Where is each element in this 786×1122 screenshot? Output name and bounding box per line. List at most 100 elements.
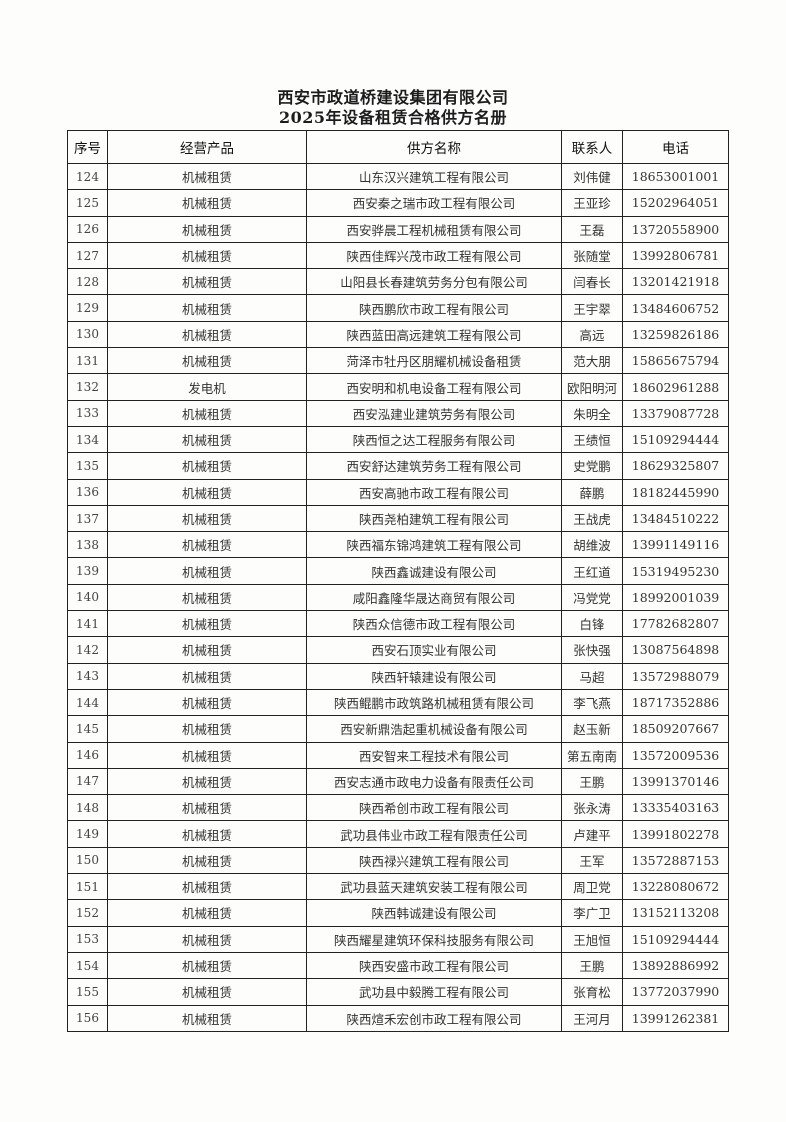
phone: 13991262381 (622, 1004, 729, 1032)
supplier-name: 西安新鼎浩起重机械设备有限公司 (306, 715, 562, 743)
row-index: 151 (67, 873, 108, 901)
table-row: 143 机械租赁 陕西轩辕建设有限公司 马超 13572988079 (67, 662, 729, 690)
contact-person: 薛鹏 (561, 478, 623, 506)
product: 机械租赁 (107, 215, 307, 243)
header-contact: 联系人 (561, 130, 623, 164)
contact-person: 周卫党 (561, 873, 623, 901)
supplier-name: 武功县中毅腾工程有限公司 (306, 978, 562, 1006)
phone: 13259826186 (622, 320, 729, 349)
contact-person: 冯党党 (561, 583, 623, 612)
supplier-name: 西安志通市政电力设备有限责任公司 (306, 767, 562, 796)
table-row: 139 机械租赁 陕西鑫诚建设有限公司 王红道 15319495230 (67, 557, 729, 585)
product: 机械租赁 (107, 531, 307, 559)
phone: 15109294444 (622, 425, 729, 454)
row-index: 138 (67, 531, 108, 559)
product: 机械租赁 (107, 715, 307, 743)
table-row: 130 机械租赁 陕西蓝田高远建筑工程有限公司 高远 13259826186 (67, 320, 729, 349)
supplier-name: 陕西耀星建筑环保科技服务有限公司 (306, 925, 562, 953)
product: 机械租赁 (107, 899, 307, 927)
phone: 13572988079 (622, 662, 729, 690)
table-row: 150 机械租赁 陕西禄兴建筑工程有限公司 王军 13572887153 (67, 846, 729, 875)
row-index: 146 (67, 741, 108, 769)
contact-person: 王旭恒 (561, 925, 623, 953)
product: 机械租赁 (107, 925, 307, 953)
product: 机械租赁 (107, 846, 307, 875)
product: 机械租赁 (107, 951, 307, 980)
row-index: 147 (67, 767, 108, 796)
supplier-name: 西安明和机电设备工程有限公司 (306, 373, 562, 401)
row-index: 128 (67, 268, 108, 296)
row-index: 133 (67, 399, 108, 427)
row-index: 140 (67, 583, 108, 612)
product: 发电机 (107, 373, 307, 401)
contact-person: 王红道 (561, 557, 623, 585)
table-row: 125 机械租赁 西安秦之瑞市政工程有限公司 王亚珍 15202964051 (67, 189, 729, 217)
product: 机械租赁 (107, 741, 307, 769)
product: 机械租赁 (107, 452, 307, 480)
product: 机械租赁 (107, 268, 307, 296)
contact-person: 赵玉新 (561, 715, 623, 743)
table-row: 133 机械租赁 西安泓建业建筑劳务有限公司 朱明全 13379087728 (67, 399, 729, 427)
table-row: 147 机械租赁 西安志通市政电力设备有限责任公司 王鹏 13991370146 (67, 767, 729, 796)
table-row: 152 机械租赁 陕西韩诚建设有限公司 李广卫 13152113208 (67, 899, 729, 927)
product: 机械租赁 (107, 688, 307, 717)
row-index: 145 (67, 715, 108, 743)
supplier-name: 陕西韩诚建设有限公司 (306, 899, 562, 927)
product: 机械租赁 (107, 189, 307, 217)
product: 机械租赁 (107, 425, 307, 454)
row-index: 124 (67, 162, 108, 191)
row-index: 127 (67, 241, 108, 270)
contact-person: 高远 (561, 320, 623, 349)
product: 机械租赁 (107, 241, 307, 270)
contact-person: 张永涛 (561, 794, 623, 822)
header-phone: 电话 (622, 130, 729, 164)
supplier-name: 陕西鹏欣市政工程有限公司 (306, 294, 562, 322)
phone: 17782682807 (622, 610, 729, 638)
product: 机械租赁 (107, 873, 307, 901)
supplier-name: 陕西蓝田高远建筑工程有限公司 (306, 320, 562, 349)
row-index: 153 (67, 925, 108, 953)
row-index: 134 (67, 425, 108, 454)
phone: 13991149116 (622, 531, 729, 559)
phone: 18629325807 (622, 452, 729, 480)
contact-person: 王鹏 (561, 951, 623, 980)
product: 机械租赁 (107, 1004, 307, 1032)
product: 机械租赁 (107, 820, 307, 848)
table-row: 138 机械租赁 陕西福东锦鸿建筑工程有限公司 胡维波 13991149116 (67, 531, 729, 559)
phone: 13379087728 (622, 399, 729, 427)
phone: 15319495230 (622, 557, 729, 585)
supplier-name: 西安舒达建筑劳务工程有限公司 (306, 452, 562, 480)
row-index: 141 (67, 610, 108, 638)
table-row: 126 机械租赁 西安骅晨工程机械租赁有限公司 王磊 13720558900 (67, 215, 729, 243)
table-row: 151 机械租赁 武功县蓝天建筑安装工程有限公司 周卫党 13228080672 (67, 873, 729, 901)
product: 机械租赁 (107, 347, 307, 375)
row-index: 156 (67, 1004, 108, 1032)
phone: 18992001039 (622, 583, 729, 612)
contact-person: 张快强 (561, 636, 623, 664)
contact-person: 王战虎 (561, 504, 623, 533)
contact-person: 张随堂 (561, 241, 623, 270)
phone: 18717352886 (622, 688, 729, 717)
contact-person: 史党鹏 (561, 452, 623, 480)
phone: 13572887153 (622, 846, 729, 875)
table-row: 132 发电机 西安明和机电设备工程有限公司 欧阳明河 18602961288 (67, 373, 729, 401)
supplier-name: 陕西希创市政工程有限公司 (306, 794, 562, 822)
phone: 15202964051 (622, 189, 729, 217)
table-row: 149 机械租赁 武功县伟业市政工程有限责任公司 卢建平 13991802278 (67, 820, 729, 848)
table-row: 141 机械租赁 陕西众信德市政工程有限公司 白锋 17782682807 (67, 610, 729, 638)
supplier-name: 武功县蓝天建筑安装工程有限公司 (306, 873, 562, 901)
contact-person: 闫春长 (561, 268, 623, 296)
contact-person: 王鹏 (561, 767, 623, 796)
table-row: 148 机械租赁 陕西希创市政工程有限公司 张永涛 13335403163 (67, 794, 729, 822)
supplier-name: 陕西鲲鹏市政筑路机械租赁有限公司 (306, 688, 562, 717)
row-index: 135 (67, 452, 108, 480)
contact-person: 卢建平 (561, 820, 623, 848)
table-row: 142 机械租赁 西安石顶实业有限公司 张快强 13087564898 (67, 636, 729, 664)
supplier-name: 陕西众信德市政工程有限公司 (306, 610, 562, 638)
product: 机械租赁 (107, 162, 307, 191)
phone: 13772037990 (622, 978, 729, 1006)
product: 机械租赁 (107, 294, 307, 322)
row-index: 125 (67, 189, 108, 217)
product: 机械租赁 (107, 767, 307, 796)
phone: 18182445990 (622, 478, 729, 506)
